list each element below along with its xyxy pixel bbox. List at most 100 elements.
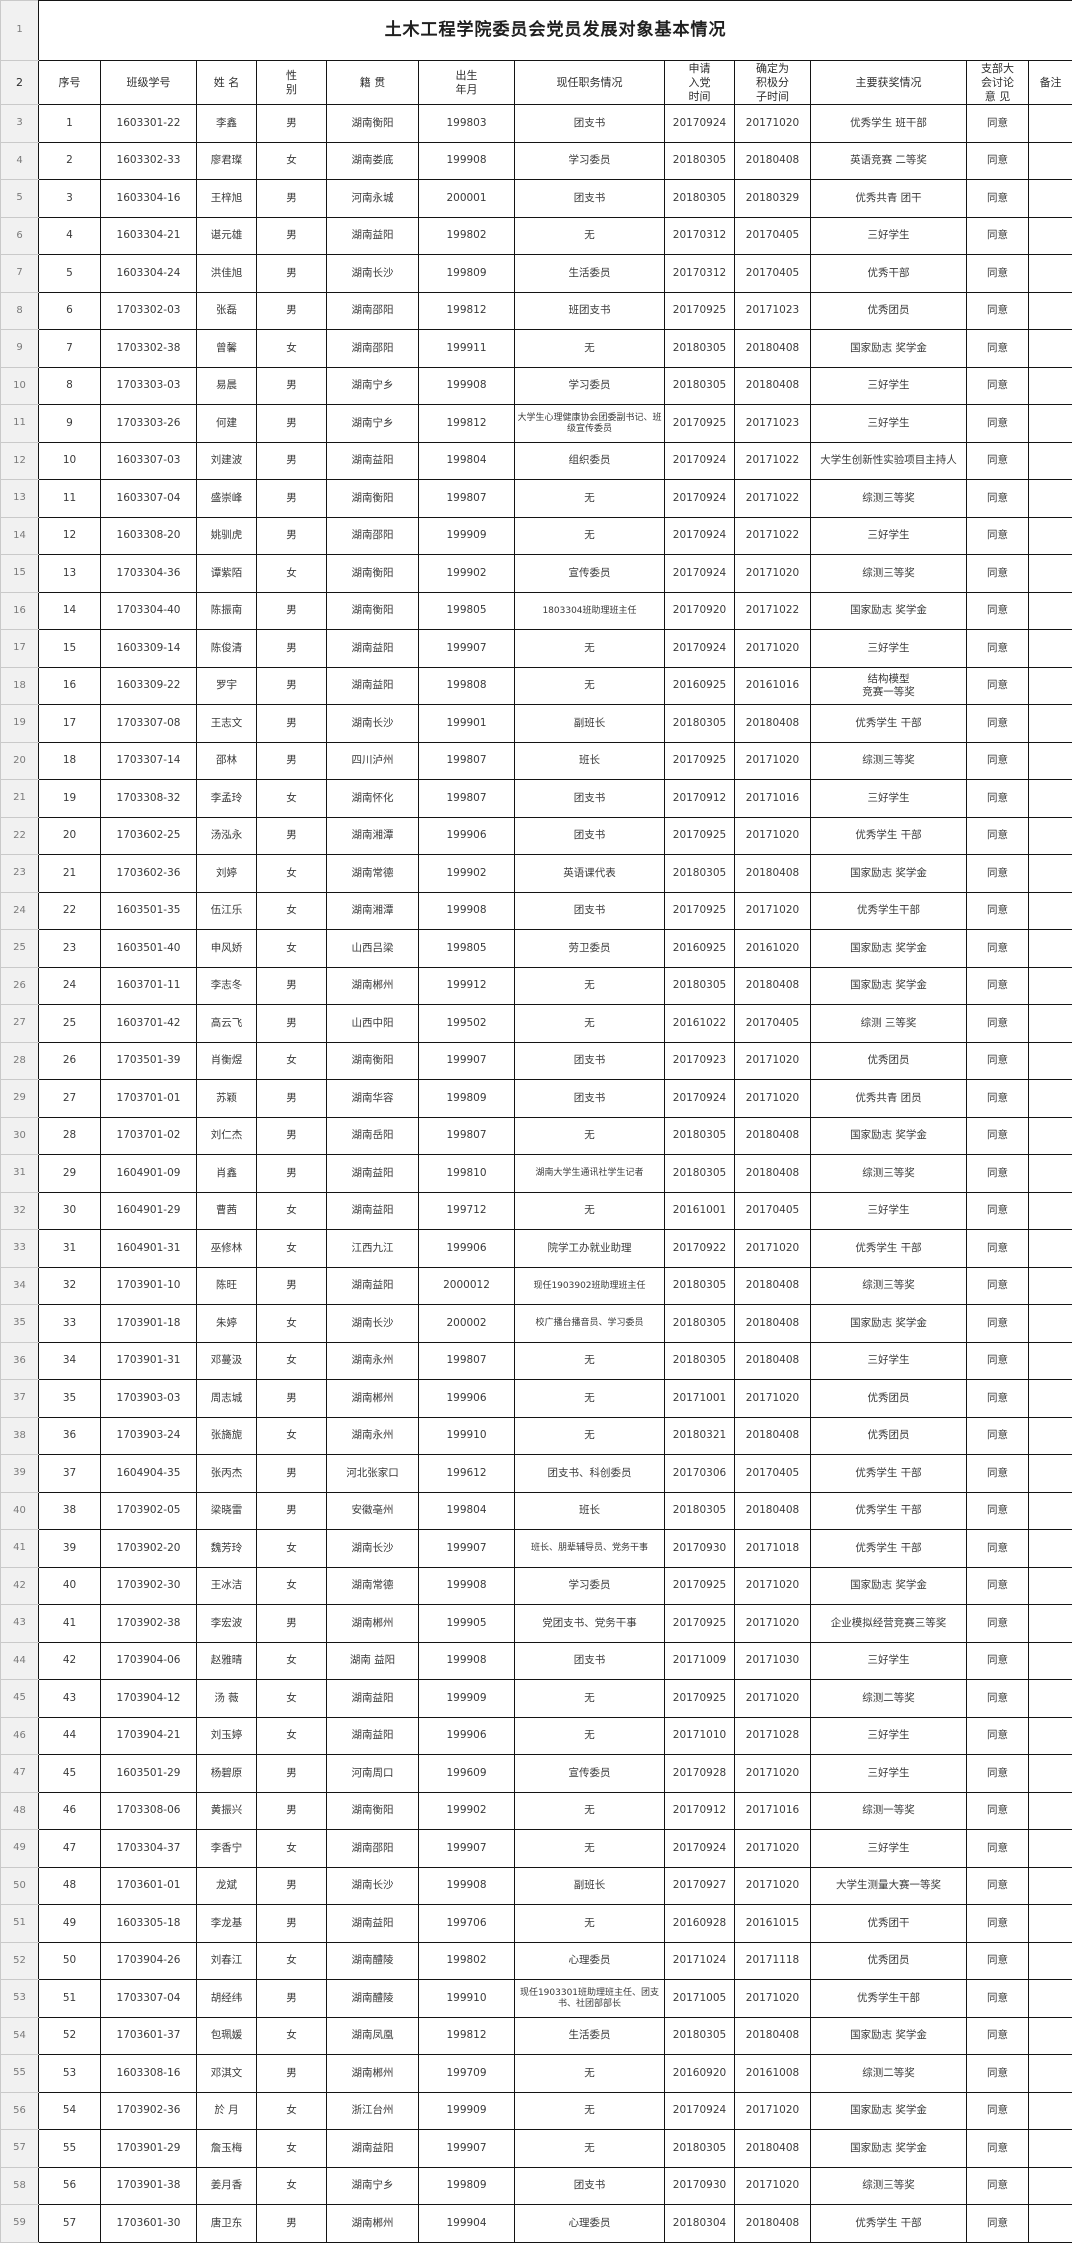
cell[interactable]: 20170924	[664, 554, 735, 593]
page-title[interactable]: 土木工程学院委员会党员发展对象基本情况	[37, 0, 1072, 61]
cell[interactable]: 男	[256, 666, 327, 706]
cell[interactable]: 湖南衡阳	[326, 591, 419, 631]
cell[interactable]: 河南周口	[326, 1754, 419, 1793]
cell[interactable]: 20180305	[664, 1116, 735, 1156]
cell[interactable]: 1703903-24	[100, 1416, 197, 1456]
cell[interactable]: 湖南益阳	[326, 666, 419, 706]
cell[interactable]: 39	[38, 1529, 101, 1568]
cell[interactable]: 洪佳旭	[196, 254, 257, 293]
cell[interactable]: 1703307-08	[100, 704, 197, 743]
cell[interactable]: 优秀学生干部	[810, 1979, 967, 2018]
cell[interactable]	[1027, 1229, 1072, 1268]
cell[interactable]: 女	[256, 1041, 327, 1081]
cell[interactable]: 男	[256, 216, 327, 256]
cell[interactable]: 无	[514, 216, 665, 256]
cell[interactable]: 199907	[418, 1529, 515, 1568]
cell[interactable]: 199908	[418, 1641, 515, 1681]
cell[interactable]: 男	[256, 1754, 327, 1793]
cell[interactable]: 李志冬	[196, 966, 257, 1006]
cell[interactable]: 团支书	[514, 1041, 665, 1081]
row-number[interactable]: 59	[0, 2204, 39, 2243]
cell[interactable]: 20160920	[664, 2054, 735, 2093]
cell[interactable]: 199712	[418, 1191, 515, 1231]
cell[interactable]: 山西中阳	[326, 1004, 419, 1043]
cell[interactable]: 46	[38, 1791, 101, 1831]
cell[interactable]: 20161020	[734, 929, 811, 968]
cell[interactable]: 同意	[966, 366, 1029, 406]
cell[interactable]: 生活委员	[514, 254, 665, 293]
cell[interactable]: 同意	[966, 1004, 1029, 1043]
cell[interactable]: 18	[38, 741, 101, 781]
cell[interactable]: 同意	[966, 1941, 1029, 1981]
cell[interactable]: 国家励志 奖学金	[810, 329, 967, 368]
cell[interactable]: 学习委员	[514, 366, 665, 406]
cell[interactable]: 20	[38, 816, 101, 856]
cell[interactable]: 20161016	[734, 666, 811, 706]
row-number[interactable]: 42	[0, 1566, 39, 1606]
cell[interactable]: 河北张家口	[326, 1454, 419, 1493]
cell[interactable]: 20180304	[664, 2204, 735, 2243]
cell[interactable]: 1703601-30	[100, 2204, 197, 2243]
cell[interactable]: 优秀学生 干部	[810, 1529, 967, 1568]
cell[interactable]: 1703303-03	[100, 366, 197, 406]
cell[interactable]: 20170927	[664, 1866, 735, 1906]
cell[interactable]: 3	[38, 179, 101, 218]
cell[interactable]: 湖南常德	[326, 854, 419, 893]
cell[interactable]: 21	[38, 854, 101, 893]
cell[interactable]: 20161001	[664, 1191, 735, 1231]
cell[interactable]: 20180305	[664, 1154, 735, 1193]
cell[interactable]: 男	[256, 2204, 327, 2243]
cell[interactable]: 谭紫陌	[196, 554, 257, 593]
cell[interactable]: 20171020	[734, 1229, 811, 1268]
row-number[interactable]: 8	[0, 291, 39, 331]
cell[interactable]: 20180305	[664, 966, 735, 1006]
cell[interactable]: 优秀团干	[810, 1904, 967, 1943]
cell[interactable]: 男	[256, 1454, 327, 1493]
cell[interactable]	[1027, 1491, 1072, 1531]
row-number[interactable]: 12	[0, 441, 39, 481]
cell[interactable]: 30	[38, 1191, 101, 1231]
cell[interactable]: 男	[256, 816, 327, 856]
cell[interactable]: 5	[38, 254, 101, 293]
cell[interactable]: 现任1903301班助理班主任、团支书、社团部部长	[514, 1979, 665, 2018]
cell[interactable]: 院学工办就业助理	[514, 1229, 665, 1268]
cell[interactable]: 20180321	[664, 1416, 735, 1456]
cell[interactable]: 20171020	[734, 1566, 811, 1606]
cell[interactable]: 44	[38, 1716, 101, 1756]
cell[interactable]: 廖君璨	[196, 141, 257, 181]
cell[interactable]: 无	[514, 2091, 665, 2131]
cell[interactable]	[1027, 1416, 1072, 1456]
cell[interactable]: 无	[514, 666, 665, 706]
cell[interactable]: 20170924	[664, 1829, 735, 1868]
cell[interactable]	[1027, 1304, 1072, 1343]
row-number[interactable]: 9	[0, 329, 39, 368]
col-header-opinion[interactable]: 支部大 会讨论 意 见	[966, 59, 1029, 106]
cell[interactable]: 同意	[966, 1791, 1029, 1831]
row-number[interactable]: 21	[0, 779, 39, 818]
cell[interactable]: 20171118	[734, 1941, 811, 1981]
cell[interactable]: 三好学生	[810, 1829, 967, 1868]
cell[interactable]: 男	[256, 479, 327, 518]
row-number[interactable]: 43	[0, 1604, 39, 1643]
cell[interactable]	[1027, 1454, 1072, 1493]
cell[interactable]: 56	[38, 2166, 101, 2206]
cell[interactable]: 无	[514, 966, 665, 1006]
cell[interactable]: 20160925	[664, 666, 735, 706]
cell[interactable]: 20171020	[734, 1041, 811, 1081]
row-number[interactable]: 56	[0, 2091, 39, 2131]
cell[interactable]: 结构模型 竞赛一等奖	[810, 666, 967, 706]
col-header-note[interactable]: 备注	[1027, 59, 1072, 106]
cell[interactable]: 湖南衡阳	[326, 1041, 419, 1081]
row-number[interactable]: 23	[0, 854, 39, 893]
cell[interactable]: 同意	[966, 1904, 1029, 1943]
cell[interactable]: 20170925	[664, 891, 735, 931]
cell[interactable]	[1027, 141, 1072, 181]
cell[interactable]: 1703302-03	[100, 291, 197, 331]
cell[interactable]: 刘建波	[196, 441, 257, 481]
cell[interactable]: 王志文	[196, 704, 257, 743]
cell[interactable]: 37	[38, 1454, 101, 1493]
cell[interactable]	[1027, 966, 1072, 1006]
cell[interactable]: 男	[256, 516, 327, 556]
cell[interactable]: 同意	[966, 1379, 1029, 1418]
cell[interactable]: 199904	[418, 2204, 515, 2243]
